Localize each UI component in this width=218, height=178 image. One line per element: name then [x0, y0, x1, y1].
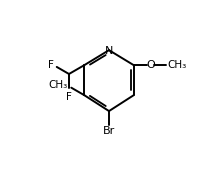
Text: Br: Br: [103, 126, 115, 136]
Text: F: F: [66, 92, 72, 102]
Text: F: F: [48, 60, 54, 70]
Text: CH₃: CH₃: [48, 80, 67, 90]
Text: CH₃: CH₃: [167, 60, 187, 70]
Text: O: O: [146, 60, 155, 70]
Text: N: N: [105, 46, 113, 56]
